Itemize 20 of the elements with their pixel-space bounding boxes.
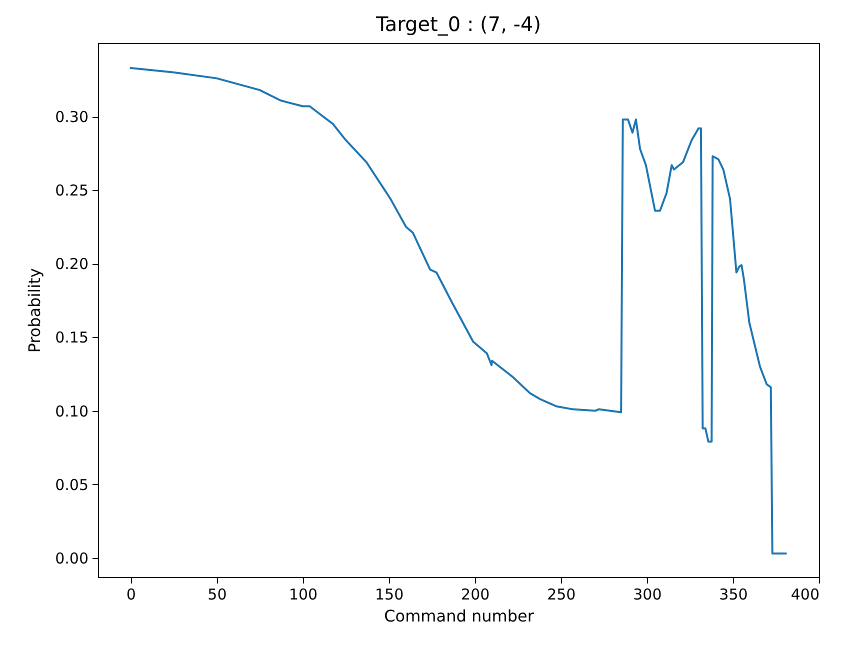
y-tick-label: 0.10: [55, 402, 88, 420]
x-tick-label: 150: [374, 586, 404, 604]
x-tick-label: 200: [461, 586, 490, 604]
x-tick-label: 300: [633, 586, 662, 604]
y-tick-label: 0.00: [55, 549, 88, 568]
y-tick-label: 0.30: [55, 108, 88, 126]
y-tick-label: 0.05: [55, 476, 88, 494]
y-tick-label: 0.25: [55, 182, 88, 200]
y-axis-title: Probability: [25, 268, 44, 353]
x-tick-label: 50: [208, 586, 227, 604]
x-tick-label: 350: [719, 586, 748, 604]
x-tick-label: 100: [288, 586, 318, 604]
x-tick-label: 250: [547, 586, 576, 604]
x-tick-label: 400: [790, 586, 820, 604]
y-tick-label: 0.15: [55, 328, 88, 347]
y-tick-label: 0.20: [55, 255, 88, 274]
chart-title: Target_0 : (7, -4): [374, 12, 542, 36]
x-tick-label: 0: [126, 586, 136, 604]
x-axis-title: Command number: [384, 606, 534, 626]
line-series: [130, 67, 787, 554]
